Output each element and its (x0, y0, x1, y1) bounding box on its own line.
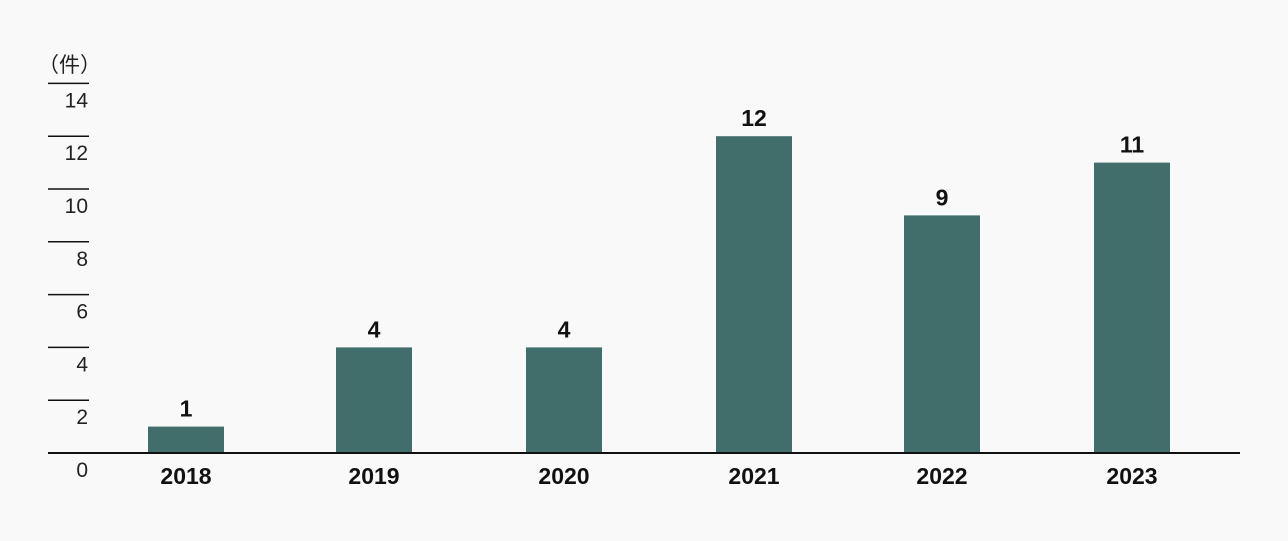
bar-value-label: 4 (558, 316, 571, 342)
x-tick-label: 2022 (916, 463, 967, 489)
x-tick-label: 2021 (728, 463, 779, 489)
bar (336, 347, 412, 453)
x-tick-label: 2018 (160, 463, 211, 489)
y-tick-label: 14 (65, 89, 89, 112)
bar-value-label: 9 (936, 184, 949, 210)
y-tick-label: 8 (76, 248, 88, 271)
bar-value-label: 12 (741, 105, 767, 131)
bar (716, 136, 792, 453)
bar (526, 347, 602, 453)
bar (904, 215, 980, 453)
x-tick-label: 2019 (348, 463, 399, 489)
bar-series (148, 136, 1170, 453)
y-axis-unit-label: （件） (38, 54, 101, 77)
x-tick-label: 2023 (1106, 463, 1157, 489)
bar (1094, 162, 1170, 453)
data-labels: 1 4 4 12 9 11 (180, 105, 1145, 421)
bar-value-label: 4 (368, 316, 381, 342)
y-tick-label: 4 (76, 353, 88, 376)
bar-value-label: 1 (180, 396, 193, 422)
y-tick-label: 12 (65, 142, 88, 165)
bar (148, 426, 224, 453)
y-axis: 0 2 4 6 8 10 12 14 (48, 82, 89, 482)
x-axis: 2018 2019 2020 2021 2022 2023 (48, 452, 1240, 489)
y-tick-label: 2 (76, 406, 88, 429)
y-tick-label: 6 (76, 301, 88, 324)
bar-value-label: 11 (1120, 132, 1145, 158)
y-tick-label: 0 (76, 459, 88, 482)
y-tick-label: 10 (65, 195, 88, 218)
x-tick-label: 2020 (538, 463, 589, 489)
